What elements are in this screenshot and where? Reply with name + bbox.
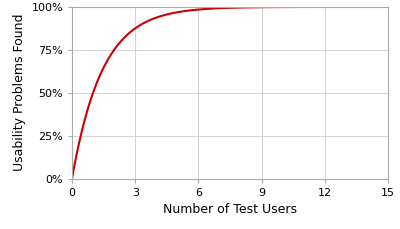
Y-axis label: Usability Problems Found: Usability Problems Found: [13, 14, 26, 172]
X-axis label: Number of Test Users: Number of Test Users: [163, 203, 297, 216]
